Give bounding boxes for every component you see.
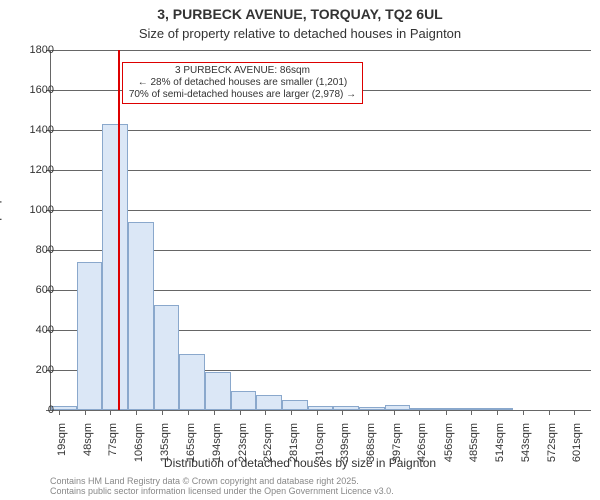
y-tick-label: 1000 xyxy=(14,204,54,216)
x-tick-label: 135sqm xyxy=(159,423,171,462)
x-tick-mark xyxy=(446,410,447,415)
x-tick-label: 572sqm xyxy=(546,423,558,462)
x-tick-mark xyxy=(419,410,420,415)
x-tick-label: 368sqm xyxy=(365,423,377,462)
histogram-bar xyxy=(333,406,359,410)
y-tick-label: 600 xyxy=(14,284,54,296)
x-tick-mark xyxy=(240,410,241,415)
histogram-bar xyxy=(128,222,154,410)
x-tick-mark xyxy=(85,410,86,415)
property-marker-line xyxy=(118,50,120,410)
footnote-line2: Contains public sector information licen… xyxy=(50,486,394,496)
y-gridline xyxy=(51,50,591,51)
x-tick-label: 194sqm xyxy=(211,423,223,462)
x-tick-label: 601sqm xyxy=(571,423,583,462)
x-tick-label: 456sqm xyxy=(443,423,455,462)
y-tick-label: 400 xyxy=(14,324,54,336)
x-tick-label: 543sqm xyxy=(520,423,532,462)
y-tick-label: 1800 xyxy=(14,44,54,56)
x-axis-label: Distribution of detached houses by size … xyxy=(0,456,600,470)
x-tick-label: 77sqm xyxy=(107,423,119,456)
histogram-bar xyxy=(256,395,282,410)
histogram-bar xyxy=(385,405,411,410)
x-tick-mark xyxy=(291,410,292,415)
x-tick-mark xyxy=(523,410,524,415)
histogram-bar xyxy=(462,408,488,410)
histogram-bar xyxy=(205,372,231,410)
annotation-line1: 3 PURBECK AVENUE: 86sqm xyxy=(175,65,310,76)
y-tick-label: 200 xyxy=(14,364,54,376)
y-tick-label: 0 xyxy=(14,404,54,416)
x-tick-mark xyxy=(574,410,575,415)
annotation-line3: 70% of semi-detached houses are larger (… xyxy=(129,89,356,100)
footnote: Contains HM Land Registry data © Crown c… xyxy=(50,476,394,497)
x-tick-label: 514sqm xyxy=(494,423,506,462)
histogram-bar xyxy=(179,354,205,410)
x-tick-mark xyxy=(214,410,215,415)
x-tick-mark xyxy=(342,410,343,415)
annotation-line2: ← 28% of detached houses are smaller (1,… xyxy=(138,77,348,88)
x-tick-mark xyxy=(188,410,189,415)
histogram-bar xyxy=(77,262,103,410)
histogram-bar xyxy=(410,408,436,410)
x-tick-mark xyxy=(497,410,498,415)
y-gridline xyxy=(51,210,591,211)
x-tick-mark xyxy=(59,410,60,415)
histogram-bar xyxy=(359,407,385,410)
y-tick-label: 1600 xyxy=(14,84,54,96)
y-gridline xyxy=(51,170,591,171)
x-tick-label: 252sqm xyxy=(262,423,274,462)
x-tick-mark xyxy=(368,410,369,415)
x-tick-mark xyxy=(471,410,472,415)
x-tick-mark xyxy=(136,410,137,415)
x-tick-mark xyxy=(265,410,266,415)
x-tick-label: 223sqm xyxy=(237,423,249,462)
histogram-bar xyxy=(154,305,180,410)
histogram-bar xyxy=(102,124,128,410)
y-tick-label: 800 xyxy=(14,244,54,256)
histogram-bar xyxy=(436,408,462,410)
y-tick-label: 1400 xyxy=(14,124,54,136)
x-tick-mark xyxy=(317,410,318,415)
footnote-line1: Contains HM Land Registry data © Crown c… xyxy=(50,476,359,486)
annotation-box: 3 PURBECK AVENUE: 86sqm← 28% of detached… xyxy=(122,62,363,104)
x-tick-mark xyxy=(162,410,163,415)
title-sub: Size of property relative to detached ho… xyxy=(0,26,600,41)
title-main: 3, PURBECK AVENUE, TORQUAY, TQ2 6UL xyxy=(0,6,600,22)
x-tick-mark xyxy=(394,410,395,415)
x-tick-mark xyxy=(110,410,111,415)
x-tick-label: 485sqm xyxy=(468,423,480,462)
y-axis-label: Number of detached properties xyxy=(0,167,2,332)
x-tick-label: 19sqm xyxy=(56,423,68,456)
histogram-plot-area: 3 PURBECK AVENUE: 86sqm← 28% of detached… xyxy=(50,50,591,411)
x-tick-label: 106sqm xyxy=(133,423,145,462)
x-tick-label: 165sqm xyxy=(185,423,197,462)
y-gridline xyxy=(51,130,591,131)
x-tick-label: 310sqm xyxy=(314,423,326,462)
y-tick-label: 1200 xyxy=(14,164,54,176)
x-tick-label: 397sqm xyxy=(391,423,403,462)
x-tick-label: 281sqm xyxy=(288,423,300,462)
histogram-bar xyxy=(51,406,77,410)
x-tick-mark xyxy=(549,410,550,415)
histogram-bar xyxy=(487,408,513,410)
x-tick-label: 48sqm xyxy=(82,423,94,456)
x-tick-label: 426sqm xyxy=(416,423,428,462)
histogram-bar xyxy=(231,391,257,410)
histogram-bar xyxy=(308,406,334,410)
histogram-bar xyxy=(282,400,308,410)
x-tick-label: 339sqm xyxy=(339,423,351,462)
